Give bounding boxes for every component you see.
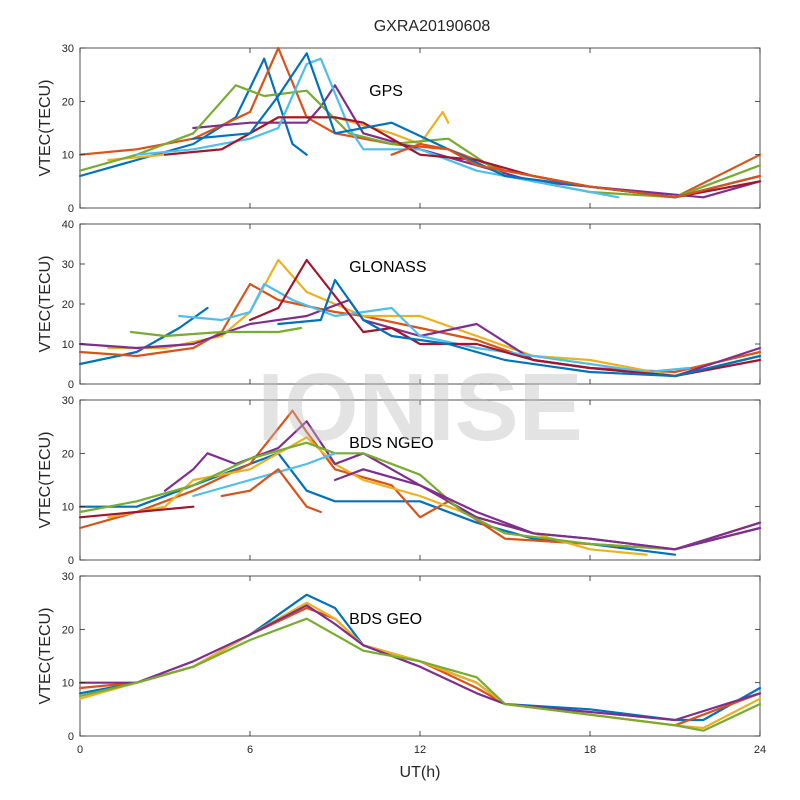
y-axis-label: VTEC(TECU) [37,256,54,353]
panel-axes-box [79,47,761,209]
series-group [78,409,762,556]
y-tick-label: 20 [62,96,74,108]
series-line-5 [78,441,762,551]
x-tick-label: 18 [584,744,596,756]
y-tick-label: 0 [68,379,74,391]
y-tick-label: 10 [62,502,74,514]
y-axis-label: VTEC(TECU) [37,432,54,529]
panel-label: GLONASS [349,259,426,276]
x-tick-label: 6 [247,744,253,756]
y-tick-label: 20 [62,448,74,460]
y-tick-label: 0 [68,203,74,215]
panel-3: 0 10 20 30 VTEC(TECU) BDS NGEO [37,395,762,567]
series-line-6 [192,452,337,498]
series-line-4 [78,604,762,722]
panel-2: 0 10 20 30 40 VTEC(TECU) GLONASS [37,219,762,391]
panel-label: BDS NGEO [349,435,433,452]
y-tick-label: 30 [62,259,74,271]
series-line-3 [107,258,762,378]
y-tick-label: 30 [62,571,74,583]
y-tick-label: 30 [62,395,74,407]
series-line-6 [178,282,691,374]
series-line-5 [78,617,762,732]
series-line-1 [78,57,308,178]
y-tick-label: 10 [62,678,74,690]
series-line-8 [333,468,762,551]
y-tick-label: 20 [62,299,74,311]
y-tick-label: 10 [62,339,74,351]
y-tick-label: 40 [62,219,74,231]
figure-title: GXRA20190608 [374,18,491,35]
series-line-6 [135,57,620,199]
y-axis-label: VTEC(TECU) [37,80,54,177]
panel-label: GPS [369,83,403,100]
y-axis-label: VTEC(TECU) [37,608,54,705]
x-tick-label: 24 [754,744,766,756]
series-group [78,46,762,199]
panel-4: 0 10 20 30 0 6 12 18 24 VTEC(TECU) UT(h) BDS GEO [37,571,766,781]
y-tick-label: 0 [68,731,74,743]
x-axis-label: UT(h) [400,764,441,781]
y-tick-label: 0 [68,555,74,567]
x-tick-label: 0 [77,744,83,756]
series-line-9 [390,142,762,199]
series-line-3 [107,436,648,556]
series-group [78,593,762,732]
series-line-9 [220,468,322,514]
y-tick-label: 20 [62,624,74,636]
y-tick-label: 10 [62,150,74,162]
series-line-5 [129,326,303,338]
series-line-7 [78,505,195,519]
y-tick-label: 30 [62,43,74,55]
series-line-8 [277,278,762,378]
panel-1: 0 10 20 30 VTEC(TECU) GPS [37,43,762,215]
x-tick-label: 12 [414,744,426,756]
series-group [78,258,762,378]
watermark: IONISE [257,354,582,461]
series-line-7 [248,258,762,378]
panels: 0 10 20 30 VTEC(TECU) GPS 0 10 20 30 40 VTEC(TECU) G… [37,43,766,781]
panel-axes-box [79,575,761,737]
panel-label: BDS GEO [349,611,422,628]
